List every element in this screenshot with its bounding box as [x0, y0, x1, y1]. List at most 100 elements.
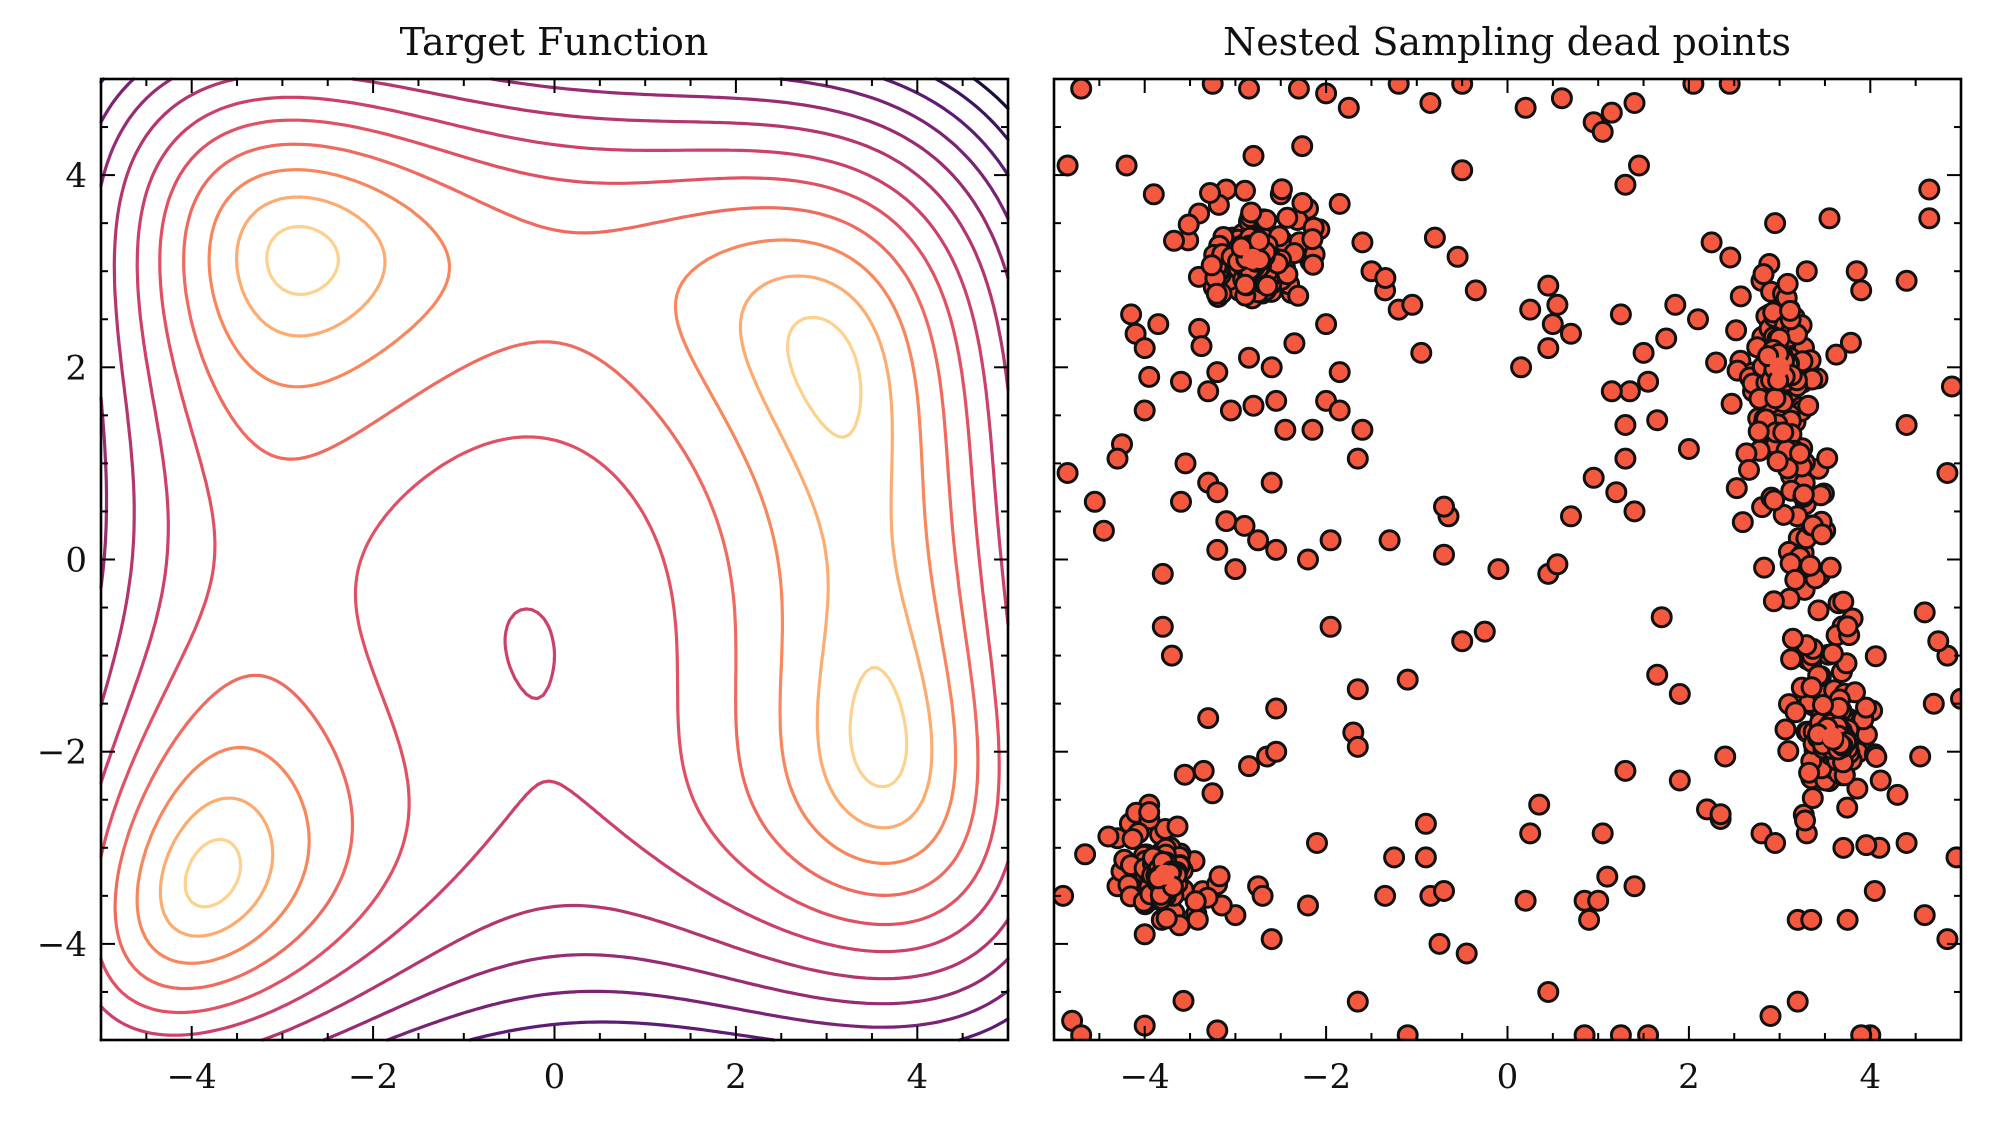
dead-point-cluster-0 — [1256, 274, 1279, 297]
mode-marker-1 — [1769, 357, 1790, 378]
dead-point — [1120, 303, 1143, 326]
dead-point — [1206, 538, 1229, 561]
dead-point-band — [1738, 458, 1760, 481]
x-tick-label: −2 — [348, 1057, 398, 1097]
dead-point — [1287, 79, 1310, 100]
dead-point — [1895, 832, 1918, 854]
contour-panel: Target Function −4 −2 0 2 4 −4 −2 0 2 4 — [37, 20, 1010, 1097]
dead-point — [1591, 822, 1614, 845]
dead-point-cluster-2 — [1798, 761, 1821, 784]
dead-point — [1215, 510, 1238, 533]
dead-point-cluster-2 — [1864, 645, 1887, 668]
dead-point-cluster-0 — [1374, 267, 1397, 289]
dead-point-cluster-0 — [1276, 206, 1299, 229]
dead-point — [1609, 303, 1632, 326]
dead-point — [1609, 1024, 1632, 1040]
dead-point-band — [1781, 627, 1804, 650]
dead-point — [1587, 889, 1610, 912]
dead-point — [1151, 615, 1174, 638]
dead-point-cluster-0 — [1205, 282, 1228, 305]
dead-point — [1351, 418, 1374, 441]
dead-point-band — [1821, 642, 1844, 665]
dead-point-cluster-2 — [1784, 701, 1807, 724]
dead-point — [1800, 908, 1823, 931]
dead-point-cluster-0 — [1302, 253, 1325, 276]
dead-point — [1192, 759, 1215, 782]
dead-point — [1374, 884, 1397, 907]
y-tick-label: 2 — [65, 348, 87, 388]
dead-point — [1614, 414, 1637, 436]
left-axis-ticks: −4 −2 0 2 4 −4 −2 0 2 4 — [37, 78, 1009, 1097]
dead-point-cluster-2 — [1865, 746, 1888, 768]
dead-point-core-0 — [1248, 229, 1271, 252]
dead-point-band — [1784, 568, 1807, 591]
dead-point — [1206, 481, 1229, 504]
dead-point — [1759, 1005, 1782, 1027]
dead-point-cluster-0 — [1199, 182, 1221, 204]
dead-point — [1863, 880, 1886, 902]
dead-point-cluster-0 — [1177, 213, 1200, 236]
dead-point — [1147, 313, 1170, 336]
dead-point — [1346, 447, 1369, 470]
dead-point — [1605, 481, 1628, 504]
dead-point — [1913, 904, 1936, 927]
dead-point-cluster-1 — [1797, 394, 1820, 417]
dead-point — [1224, 558, 1247, 581]
dead-point-band — [1763, 489, 1786, 512]
dead-point — [1133, 923, 1156, 946]
contour-level-20 — [158, 195, 934, 938]
dead-point — [1560, 322, 1582, 345]
dead-point — [1242, 394, 1265, 417]
x-tick-label: −2 — [1301, 1057, 1351, 1097]
dead-point — [1668, 683, 1691, 705]
dead-point — [1614, 173, 1637, 196]
dead-point — [1895, 414, 1918, 436]
dead-point — [1301, 418, 1324, 441]
contour-lines — [99, 77, 1010, 1042]
dead-point — [1668, 769, 1691, 792]
dead-point-cluster-3 — [1097, 825, 1120, 848]
dead-point — [1383, 846, 1406, 869]
dead-point — [1133, 337, 1156, 360]
dead-point-cluster-3 — [1173, 763, 1196, 786]
y-tick-label: −4 — [37, 925, 87, 965]
dead-point — [1687, 308, 1709, 331]
dead-point — [1070, 1024, 1093, 1040]
dead-point — [1233, 514, 1256, 537]
dead-point — [1623, 500, 1646, 523]
dead-point — [1414, 812, 1437, 835]
y-tick-label: 4 — [65, 156, 87, 196]
dead-point-cluster-1 — [1752, 263, 1775, 286]
dead-point-cluster-3 — [1172, 989, 1195, 1012]
dead-point — [1573, 1024, 1596, 1040]
scatter-panel: Nested Sampling dead points −4 −2 0 2 4 — [1052, 20, 1963, 1097]
dead-point — [1260, 471, 1283, 494]
dead-point-band — [1800, 676, 1823, 699]
dead-point — [1886, 783, 1909, 806]
dead-point — [1618, 380, 1641, 403]
dead-point — [1410, 341, 1433, 364]
dead-point-cluster-2 — [1846, 777, 1869, 800]
dead-point — [1709, 803, 1732, 826]
dead-point-band — [1753, 556, 1776, 579]
dead-points — [1054, 79, 1961, 1040]
dead-point-cluster-1 — [1719, 246, 1742, 269]
dead-point — [1786, 990, 1809, 1013]
x-tick-label: 2 — [725, 1057, 747, 1097]
x-tick-label: −4 — [1120, 1057, 1170, 1097]
dead-point — [1319, 529, 1342, 552]
dead-point-band — [1807, 599, 1830, 622]
contour-level-180 — [99, 95, 1010, 1037]
dead-point — [1106, 447, 1129, 470]
x-tick-label: −4 — [167, 1057, 217, 1097]
dead-point — [1632, 341, 1655, 364]
dead-point — [1260, 928, 1283, 951]
dead-point — [1238, 79, 1260, 100]
dead-point-cluster-0 — [1240, 201, 1263, 224]
dead-point-cluster-3 — [1208, 865, 1231, 888]
dead-point — [1718, 79, 1741, 95]
dead-point — [1206, 1019, 1229, 1040]
dead-point-cluster-0 — [1163, 229, 1185, 252]
dead-point — [1133, 399, 1156, 422]
dead-point — [1514, 889, 1537, 912]
